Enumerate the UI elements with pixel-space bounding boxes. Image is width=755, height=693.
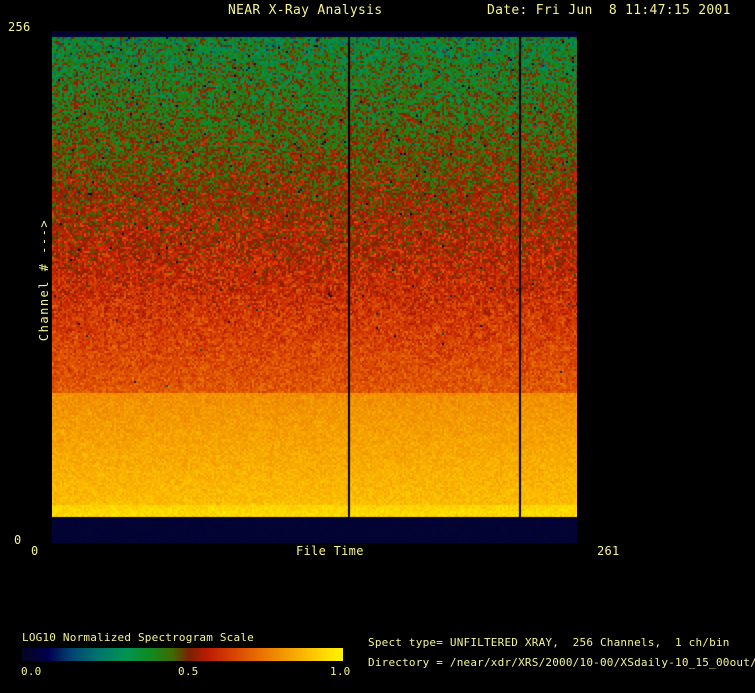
date-label: Date: Fri Jun 8 11:47:15 2001 [487,3,731,18]
spectrogram-heatmap [52,31,577,543]
y-axis-min-label: 0 [14,533,22,547]
x-axis-title: File Time [296,544,364,558]
x-axis-min-label: 0 [31,544,39,558]
directory-label: Directory = /near/xdr/XRS/2000/10-00/XSd… [368,656,755,669]
colorbar-gradient [22,648,343,661]
page-title: NEAR X-Ray Analysis [228,3,383,18]
x-axis-max-label: 261 [597,544,620,558]
colorbar-tick-mid: 0.5 [178,665,199,678]
colorbar-tick-min: 0.0 [21,665,42,678]
y-axis-max-label: 256 [8,20,31,34]
y-axis-title: Channel # ---> [37,218,51,342]
spect-type-label: Spect type= UNFILTERED XRAY, 256 Channel… [368,636,730,649]
colorbar-tick-max: 1.0 [330,665,351,678]
colorbar-title: LOG10 Normalized Spectrogram Scale [22,631,254,644]
